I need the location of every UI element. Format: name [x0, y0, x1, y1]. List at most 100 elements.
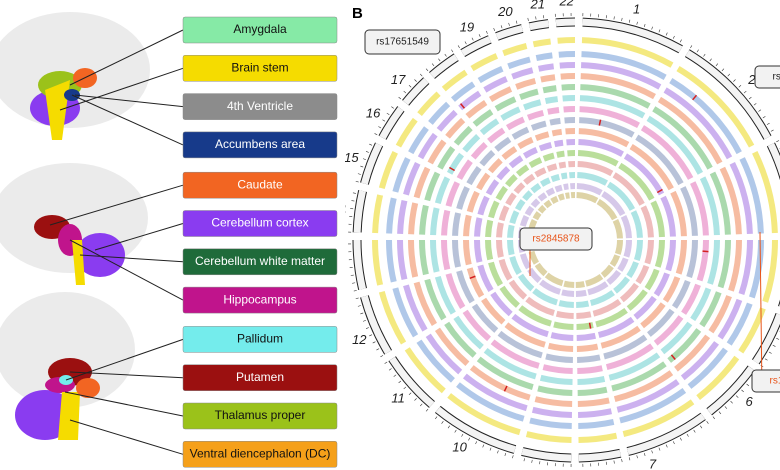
track-arc: [416, 339, 455, 383]
scale-tick: [489, 447, 492, 451]
track-arc: [626, 289, 648, 311]
track-arc: [542, 364, 573, 374]
scale-tick: [665, 444, 668, 448]
scale-tick: [486, 30, 488, 34]
scale-tick: [380, 355, 384, 358]
scale-tick: [376, 348, 380, 351]
region-label: Caudate: [237, 177, 283, 191]
track-arc: [614, 239, 623, 255]
track-arc: [549, 117, 561, 126]
region-legend: Amygdala Brain stem 4th Ventricle Accumbens…: [49, 16, 338, 468]
region-label: Putamen: [236, 370, 284, 384]
track-arc: [558, 300, 574, 308]
ideogram-inner: [555, 18, 576, 27]
scale-tick: [425, 408, 429, 412]
track-arc: [580, 62, 662, 90]
track-arc: [494, 96, 517, 112]
track-arc: [466, 190, 480, 213]
track-arc: [577, 365, 603, 374]
track-arc: [528, 218, 538, 230]
track-arc: [523, 99, 542, 111]
track-arc: [425, 333, 463, 375]
scale-tick: [352, 192, 356, 194]
track-arc: [505, 116, 526, 131]
track-arc: [445, 117, 466, 139]
track-arc: [470, 141, 488, 160]
chromosome-label: 8: [600, 468, 608, 470]
region-box: [182, 364, 338, 391]
track-arc: [474, 217, 483, 237]
track-arc: [596, 198, 618, 221]
scale-tick: [643, 452, 646, 456]
track-arc: [608, 352, 661, 381]
hit-mark: [692, 94, 698, 101]
track-arc: [436, 109, 458, 132]
track-arc: [447, 393, 521, 436]
track-arc: [540, 74, 556, 83]
track-arc: [488, 86, 513, 103]
ideogram-inner: [435, 406, 516, 453]
track-arc: [462, 133, 481, 153]
scale-tick: [355, 297, 359, 300]
track-arc: [477, 66, 504, 84]
track-arc: [577, 386, 608, 396]
track-arc: [527, 267, 542, 284]
track-arc: [687, 347, 728, 389]
scale-tick: [386, 112, 390, 115]
track-arc: [537, 385, 573, 396]
scale-tick: [628, 19, 631, 23]
track-arc: [653, 315, 684, 346]
chromosome-label: 6: [745, 394, 753, 409]
track-arc: [557, 193, 565, 201]
track-arc: [556, 150, 565, 158]
track-arc: [485, 179, 500, 196]
chromosome-label: 15: [344, 150, 359, 165]
track-arc: [546, 163, 558, 172]
chromosome-label: 19: [460, 19, 474, 34]
scale-tick: [735, 395, 739, 398]
track-arc: [652, 106, 713, 170]
chromosome-label: 12: [352, 332, 367, 347]
track-arc: [680, 341, 720, 381]
scale-tick: [651, 26, 653, 30]
track-arc: [487, 127, 506, 144]
scale-tick: [475, 441, 478, 445]
track-arc: [626, 261, 639, 279]
track-arc: [537, 63, 555, 72]
track-arc: [502, 43, 528, 57]
track-arc: [497, 330, 543, 359]
track-arc: [434, 275, 456, 315]
scale-tick: [651, 450, 653, 454]
region-label: Pallidum: [237, 332, 283, 346]
track-arc: [511, 313, 549, 338]
track-arc: [575, 289, 587, 297]
ideogram-inner: [429, 54, 459, 79]
track-arc: [441, 239, 451, 271]
track-arc: [585, 273, 604, 287]
track-arc: [717, 239, 731, 289]
connector: [69, 419, 184, 455]
callout-box: [751, 369, 780, 393]
hit-mark: [702, 250, 709, 253]
scale-tick: [353, 290, 357, 292]
track-arc: [408, 126, 429, 155]
scale-tick: [621, 17, 623, 21]
track-arc: [408, 202, 419, 235]
track-arc: [534, 131, 550, 142]
scale-tick: [362, 319, 366, 322]
scale-tick: [741, 389, 744, 393]
track-arc: [544, 96, 559, 105]
scale-tick: [369, 143, 373, 146]
track-arc: [441, 209, 451, 236]
track-arc: [629, 143, 674, 191]
track-arc: [605, 343, 654, 371]
track-arc: [476, 172, 491, 191]
track-arc: [403, 284, 428, 332]
ideogram: [684, 49, 772, 140]
track-arc: [660, 321, 693, 355]
scale-tick: [457, 45, 460, 49]
track-arc: [508, 279, 528, 300]
scale-tick: [357, 173, 361, 175]
track-arc: [525, 431, 572, 443]
